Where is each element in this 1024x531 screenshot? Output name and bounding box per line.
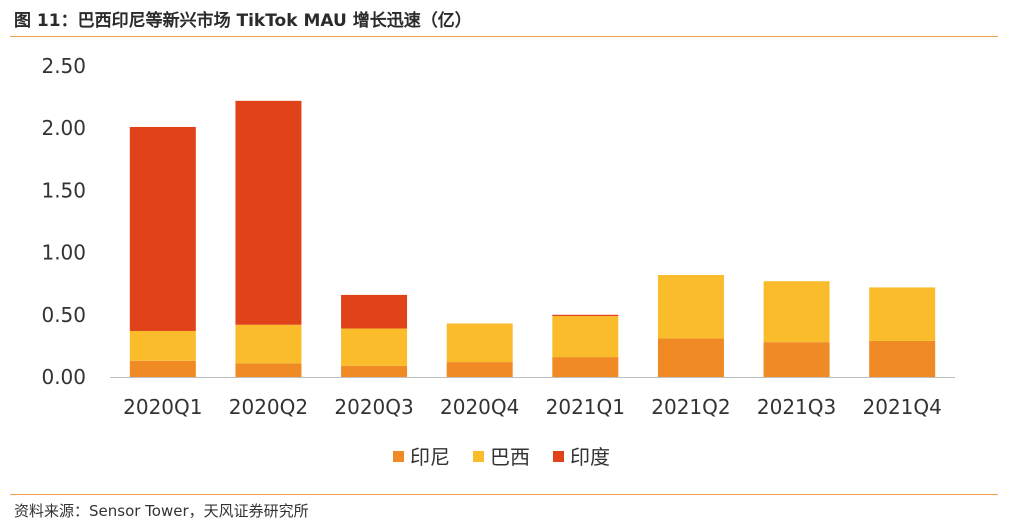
- bar-segment: [341, 365, 408, 377]
- x-tick-label: 2020Q4: [440, 395, 519, 419]
- bar-segment: [129, 360, 196, 377]
- y-axis: 0.00 0.50 1.00 1.50 2.00 2.50: [41, 54, 86, 389]
- x-tick-label: 2020Q3: [334, 395, 413, 419]
- figure-title: 图 11：巴西印尼等新兴市场 TikTok MAU 增长迅速（亿）: [14, 11, 472, 31]
- bar-segment: [552, 314, 619, 317]
- bar-segment: [869, 340, 936, 377]
- bar-segment: [129, 126, 196, 331]
- bar-segment: [446, 362, 513, 377]
- x-tick-label: 2021Q1: [546, 395, 625, 419]
- bar-segment: [657, 274, 724, 339]
- title-divider: [10, 36, 998, 37]
- y-tick-label: 2.50: [41, 54, 86, 78]
- bar-segment: [657, 338, 724, 377]
- bar-segment: [869, 287, 936, 341]
- x-axis: 2020Q1 2020Q2 2020Q3 2020Q4 2021Q1 2021Q2 2021…: [123, 395, 942, 419]
- bar-segment: [446, 323, 513, 363]
- x-tick-label: 2020Q2: [229, 395, 308, 419]
- bar-segment: [552, 316, 619, 358]
- bar-segment: [763, 281, 830, 343]
- bar-segment: [341, 328, 408, 366]
- bar-segment: [235, 100, 302, 325]
- bar-segment: [235, 363, 302, 377]
- bars: [129, 100, 936, 377]
- y-tick-label: 1.00: [41, 241, 86, 265]
- legend-swatch: [473, 451, 484, 462]
- x-tick-label: 2021Q2: [651, 395, 730, 419]
- x-tick-label: 2020Q1: [123, 395, 202, 419]
- bar-segment: [129, 330, 196, 361]
- x-tick-label: 2021Q3: [757, 395, 836, 419]
- source-divider: [10, 494, 998, 495]
- source-note: 资料来源：Sensor Tower，天风证券研究所: [14, 502, 309, 520]
- stacked-bar-chart: 0.000.501.001.502.002.50 2020Q1 2020Q2 202…: [41, 54, 955, 469]
- y-tick-label: 0.00: [41, 365, 86, 389]
- bar-segment: [235, 324, 302, 364]
- legend-label: 印度: [570, 445, 610, 469]
- bar-segment: [552, 357, 619, 377]
- legend-label: 印尼: [410, 445, 450, 469]
- y-tick-label: 2.00: [41, 116, 86, 140]
- legend-label: 巴西: [490, 445, 530, 469]
- y-tick-label: 1.50: [41, 178, 86, 202]
- bar-segment: [341, 294, 408, 329]
- bar-segment: [763, 342, 830, 377]
- x-tick-label: 2021Q4: [863, 395, 942, 419]
- y-tick-label: 0.50: [41, 303, 86, 327]
- legend: 印尼 巴西 印度: [393, 445, 610, 469]
- legend-swatch: [553, 451, 564, 462]
- legend-swatch: [393, 451, 404, 462]
